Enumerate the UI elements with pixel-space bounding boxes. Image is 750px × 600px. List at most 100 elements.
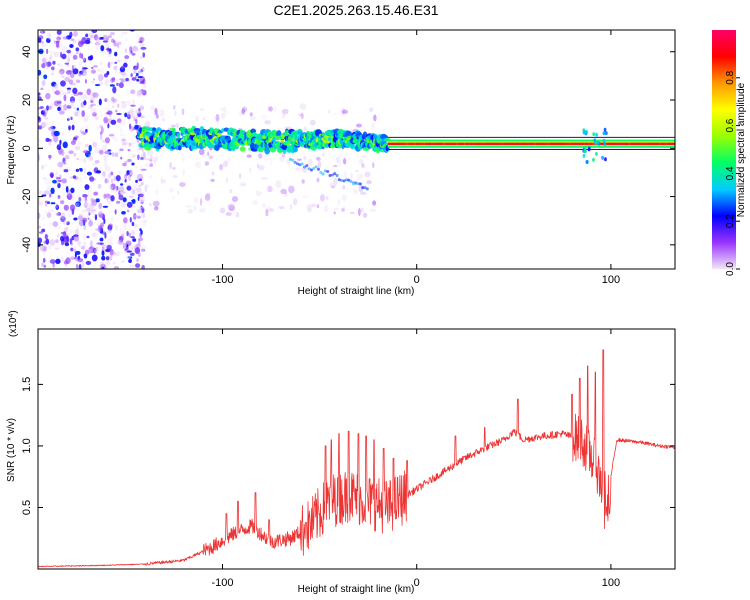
noise-cell <box>57 161 64 168</box>
noise-cell <box>333 207 339 211</box>
noise-cell <box>92 141 98 148</box>
noise-cell <box>122 162 127 167</box>
line-core-cell <box>476 142 479 145</box>
noise-cell <box>92 112 97 117</box>
noise-cell <box>38 69 42 76</box>
noise-cell <box>344 171 347 179</box>
noise-cell <box>82 57 87 63</box>
noise-cell <box>104 43 110 50</box>
noise-cell <box>316 156 321 161</box>
band-cell <box>300 162 304 166</box>
noise-cell <box>131 189 136 195</box>
noise-cell <box>89 34 95 39</box>
noise-cell <box>45 89 51 93</box>
noise-cell <box>85 260 92 265</box>
noise-cell <box>130 141 136 145</box>
noise-cell <box>263 153 270 162</box>
noise-cell <box>84 249 90 255</box>
noise-cell <box>94 248 100 255</box>
noise-cell <box>86 235 90 239</box>
noise-cell <box>119 148 124 152</box>
noise-cell <box>119 71 122 74</box>
noise-cell <box>116 41 122 46</box>
noise-cell <box>220 112 226 120</box>
noise-cell <box>101 250 105 256</box>
noise-cell <box>139 228 142 232</box>
noise-cell <box>114 152 119 157</box>
noise-cell <box>95 198 100 203</box>
noise-cell <box>133 212 137 220</box>
noise-cell <box>155 113 159 119</box>
noise-cell <box>41 228 46 233</box>
line-core-cell <box>538 142 541 145</box>
noise-cell <box>98 149 104 155</box>
line-core-cell <box>659 142 662 145</box>
noise-cell <box>92 211 96 218</box>
band-cell <box>582 153 586 158</box>
noise-cell <box>373 114 377 122</box>
noise-cell <box>88 105 93 110</box>
noise-cell <box>65 154 70 160</box>
noise-cell <box>90 66 94 70</box>
noise-cell <box>38 201 44 206</box>
noise-cell <box>275 180 282 189</box>
noise-cell <box>309 119 316 126</box>
noise-cell <box>120 127 123 134</box>
noise-cell <box>79 168 83 172</box>
noise-cell <box>61 149 65 157</box>
noise-cell <box>41 44 48 47</box>
line-core-cell <box>656 142 659 145</box>
noise-cell <box>44 210 47 214</box>
noise-cell <box>285 159 291 165</box>
snr-background <box>38 329 675 569</box>
noise-cell <box>124 173 128 180</box>
noise-cell <box>91 254 98 262</box>
noise-cell <box>102 34 108 42</box>
noise-cell <box>320 194 325 202</box>
noise-cell <box>120 65 125 70</box>
noise-cell <box>60 235 65 242</box>
noise-cell <box>115 200 121 204</box>
line-core-cell <box>519 142 522 145</box>
line-core-cell <box>491 142 494 145</box>
noise-cell <box>78 242 82 248</box>
line-core-cell <box>629 142 633 145</box>
noise-cell <box>121 210 126 215</box>
line-core-cell <box>441 142 445 145</box>
noise-cell <box>43 98 46 104</box>
line-core-cell <box>575 142 578 145</box>
line-core-cell <box>654 142 658 145</box>
noise-cell <box>323 204 329 213</box>
noise-cell <box>43 108 48 115</box>
noise-cell <box>128 50 134 55</box>
noise-cell <box>97 221 102 227</box>
noise-cell <box>239 181 247 187</box>
band-cell <box>593 138 597 143</box>
noise-cell <box>120 201 127 208</box>
line-core-cell <box>600 142 603 145</box>
noise-cell <box>130 236 135 239</box>
noise-cell <box>136 187 142 193</box>
noise-cell <box>142 221 147 227</box>
line-core-cell <box>625 142 628 145</box>
noise-cell <box>128 123 132 130</box>
noise-cell <box>66 118 70 121</box>
noise-cell <box>66 87 72 90</box>
noise-cell <box>123 217 128 224</box>
noise-cell <box>93 65 98 68</box>
noise-cell <box>75 52 79 55</box>
noise-cell <box>83 167 87 174</box>
line-core-cell <box>493 142 496 145</box>
noise-cell <box>107 123 110 129</box>
band-cell <box>312 166 316 170</box>
line-core-cell <box>518 142 521 145</box>
noise-cell <box>67 56 70 64</box>
noise-cell <box>78 72 82 77</box>
noise-cell <box>124 222 127 229</box>
line-core-cell <box>465 142 468 145</box>
line-core-cell <box>561 142 564 145</box>
noise-cell <box>40 244 46 252</box>
noise-cell <box>181 157 186 162</box>
noise-cell <box>132 238 137 242</box>
noise-cell <box>76 107 80 111</box>
